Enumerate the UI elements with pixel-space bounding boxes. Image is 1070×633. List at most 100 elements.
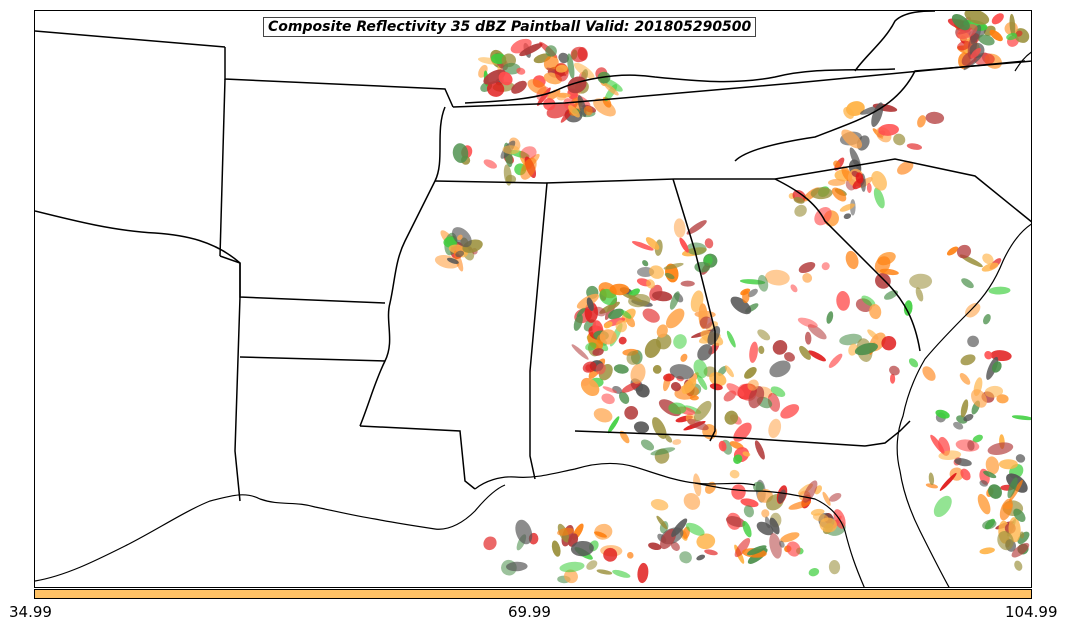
paintball-blob (697, 344, 713, 361)
border-ne-ks (35, 30, 226, 48)
border-ks-mo-top (224, 47, 454, 108)
paintball-blob (906, 143, 923, 150)
paintball-blob (556, 92, 571, 98)
border-tn-south (434, 178, 775, 184)
paintball-blob (1014, 560, 1023, 571)
atlantic-coast (896, 223, 1031, 587)
paintball-blob (767, 392, 780, 412)
paintball-blob (618, 391, 630, 404)
paintball-blob (726, 330, 736, 348)
paintball-blob (829, 493, 842, 502)
paintball-blob (822, 491, 831, 506)
paintball-blob (567, 53, 575, 79)
paintball-blob (704, 549, 718, 556)
paintball-blob (592, 348, 604, 356)
paintball-blob (627, 551, 634, 559)
paintball-blob (769, 517, 780, 535)
paintball-blob (769, 360, 791, 378)
paintball-blob (933, 495, 952, 518)
paintball-blob (794, 204, 807, 217)
paintball-blob (577, 47, 588, 61)
border-al-fl (574, 430, 866, 447)
paintball-blob (656, 515, 668, 530)
paintball-blob (593, 408, 613, 423)
paintball-blob (889, 373, 896, 384)
paintball-blob (797, 317, 818, 328)
paintball-blob (673, 334, 687, 349)
gulf-coast-tx (35, 484, 506, 582)
paintball-blob (953, 421, 964, 430)
paintball-blob (621, 293, 643, 302)
paintball-blob (915, 287, 924, 302)
state-borders (35, 11, 1031, 502)
border-al-ga (672, 178, 716, 442)
paintball-blob (693, 359, 708, 379)
border-va-nc (734, 60, 1031, 162)
paintball-blob (790, 284, 798, 293)
colorbar (34, 589, 1032, 599)
paintball-blob (621, 381, 641, 393)
paintball-blob (971, 389, 987, 408)
paintball-blob (642, 308, 660, 323)
paintball-blob (748, 385, 765, 409)
paintball-blob (670, 541, 680, 551)
paintball-blob (683, 492, 701, 510)
paintball-blob (987, 442, 1014, 456)
paintball-blob (624, 405, 639, 420)
paintball-blob (564, 569, 578, 584)
paintball-blob (946, 246, 959, 256)
paintball-blob (988, 286, 1011, 295)
paintball-blob (873, 187, 885, 209)
paintball-blob (733, 422, 752, 442)
paintball-blob (502, 145, 520, 155)
paintball-blob (571, 344, 589, 360)
paintball-blob (977, 493, 991, 515)
paintball-blob (729, 441, 744, 450)
paintball-blob (519, 43, 543, 57)
paintball-blob (930, 434, 945, 454)
paintball-blob (843, 107, 854, 119)
mississippi-river-west (359, 106, 446, 427)
paintball-blob (754, 440, 765, 460)
coastline (35, 51, 1031, 587)
paintball-blob (635, 383, 650, 398)
border-ar-north (219, 255, 386, 304)
paintball-blob (593, 98, 616, 117)
paintball-blob (810, 187, 833, 200)
paintball-blob (670, 382, 682, 392)
paintball-blob (839, 333, 862, 346)
paintball-blob (663, 373, 675, 382)
paintball-blob (765, 269, 790, 286)
paintball-blob (696, 554, 706, 561)
paintball-blob (680, 353, 688, 362)
paintball-blob (1019, 531, 1025, 539)
paintball-blob (607, 416, 620, 434)
paintball-blob (669, 291, 680, 310)
paintball-blob (686, 242, 707, 256)
paintball-blob (908, 358, 919, 368)
paintball-blob (1009, 479, 1023, 502)
paintball-blob (875, 273, 891, 289)
paintball-blob (909, 273, 933, 289)
paintball-blob (878, 123, 899, 136)
paintball-blob (644, 338, 662, 358)
paintball-blob (744, 367, 757, 379)
paintball-blob (972, 434, 983, 443)
map-canvas (35, 11, 1031, 587)
paintball-blob (672, 439, 682, 445)
paintball-blob (527, 79, 547, 95)
paintball-blob (551, 540, 561, 557)
border-nc-sc (774, 158, 1031, 223)
paintball-blob (725, 516, 746, 528)
paintball-blob (925, 111, 945, 125)
paintball-blob (502, 62, 521, 75)
paintball-blob (515, 519, 533, 545)
paintball-blob (648, 542, 662, 551)
paintball-blob (656, 324, 668, 338)
paintball-blob (991, 13, 1004, 25)
paintball-blob (603, 321, 613, 329)
paintball-blob (960, 468, 971, 481)
paintball-blob (709, 383, 723, 391)
paintball-blob (964, 11, 990, 25)
paintball-blob (928, 472, 935, 486)
